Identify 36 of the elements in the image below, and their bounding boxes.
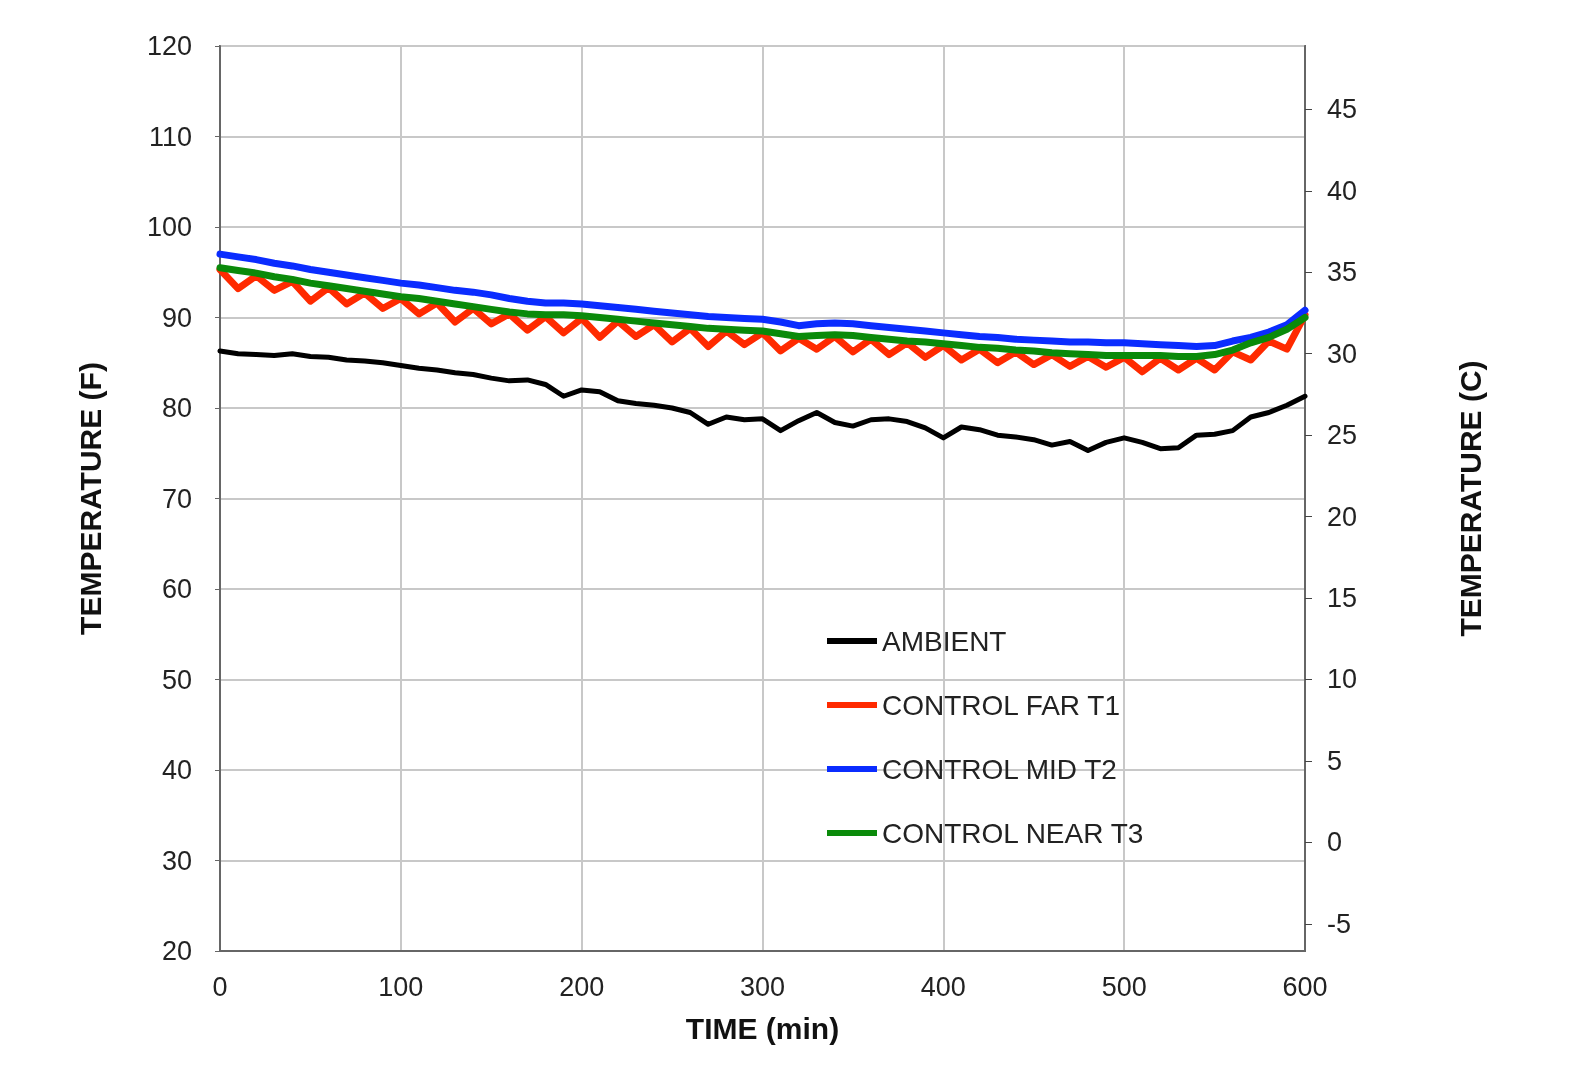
y2-axis-title: TEMPERATURE (C): [1453, 360, 1487, 637]
y2-tick-label: 0: [1327, 827, 1343, 858]
y-tick-label: 70: [161, 483, 192, 514]
legend-label: CONTROL FAR T1: [882, 689, 1121, 721]
x-tick-label: 100: [378, 971, 424, 1002]
y2-tick-label: 15: [1327, 583, 1358, 614]
y2-tick-label: 25: [1327, 420, 1358, 451]
y2-tick-label: 5: [1327, 745, 1343, 776]
y-tick-label: 20: [161, 936, 192, 966]
y2-tick-label: 10: [1327, 664, 1358, 695]
x-tick-label: 600: [1282, 971, 1328, 1002]
y-tick-label: 110: [148, 121, 192, 152]
y-tick-label: 40: [161, 755, 192, 785]
y2-tick-label: 20: [1327, 501, 1358, 532]
y-tick-label: 30: [161, 845, 192, 876]
x-axis-title: TIME (min): [685, 1011, 840, 1045]
legend-label: CONTROL NEAR T3: [882, 817, 1144, 849]
legend-label: AMBIENT: [882, 625, 1007, 657]
y-axis-title: TEMPERATURE (F): [73, 362, 107, 635]
y2-tick-label: -5: [1327, 908, 1352, 939]
y2-tick-label: 35: [1327, 257, 1358, 288]
y2-tick-label: 30: [1327, 338, 1358, 369]
x-tick-label: 0: [212, 971, 228, 1002]
y-tick-label: 120: [146, 31, 192, 61]
legend-label: CONTROL MID T2: [882, 753, 1117, 785]
y-tick-label: 60: [161, 574, 192, 604]
y-tick-label: 80: [161, 393, 192, 423]
y2-tick-label: 45: [1327, 94, 1358, 125]
y2-tick-label: 40: [1327, 175, 1358, 206]
y-tick-label: 50: [161, 664, 192, 695]
x-tick-label: 400: [920, 971, 966, 1002]
y-tick-label: 100: [146, 212, 192, 242]
x-tick-label: 300: [739, 971, 786, 1002]
x-tick-label: 500: [1101, 971, 1147, 1002]
y-tick-label: 90: [161, 302, 192, 333]
x-tick-label: 200: [559, 971, 605, 1002]
